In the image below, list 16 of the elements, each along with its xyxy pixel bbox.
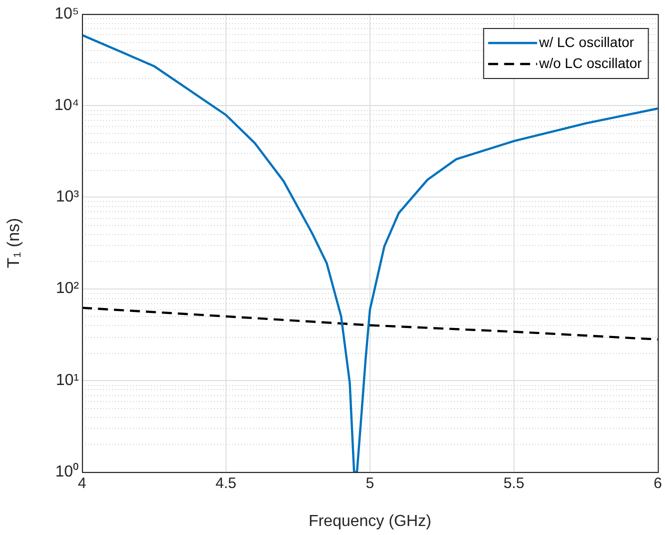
y-axis-title: T₁ (ns) [4, 218, 23, 268]
x-tick-label: 4.5 [216, 475, 236, 492]
y-tick-label: 10⁰ [55, 462, 79, 480]
line-series [82, 306, 658, 341]
x-tick-label: 4 [78, 475, 86, 492]
legend-label: w/o LC oscillator [538, 54, 642, 71]
y-tick-label: 10⁵ [54, 5, 79, 22]
x-tick-label: 5 [366, 475, 374, 492]
x-tick-label: 6 [654, 475, 662, 492]
y-tick-label: 10² [56, 280, 80, 298]
y-tick-label: 10⁴ [54, 97, 80, 114]
x-axis-title: Frequency (GHz) [308, 512, 432, 530]
y-tick-label: 10³ [56, 188, 80, 206]
legend-label: w/ LC oscillator [538, 34, 634, 50]
x-tick-label: 5.5 [503, 475, 524, 492]
y-tick-label: 10¹ [56, 372, 79, 389]
